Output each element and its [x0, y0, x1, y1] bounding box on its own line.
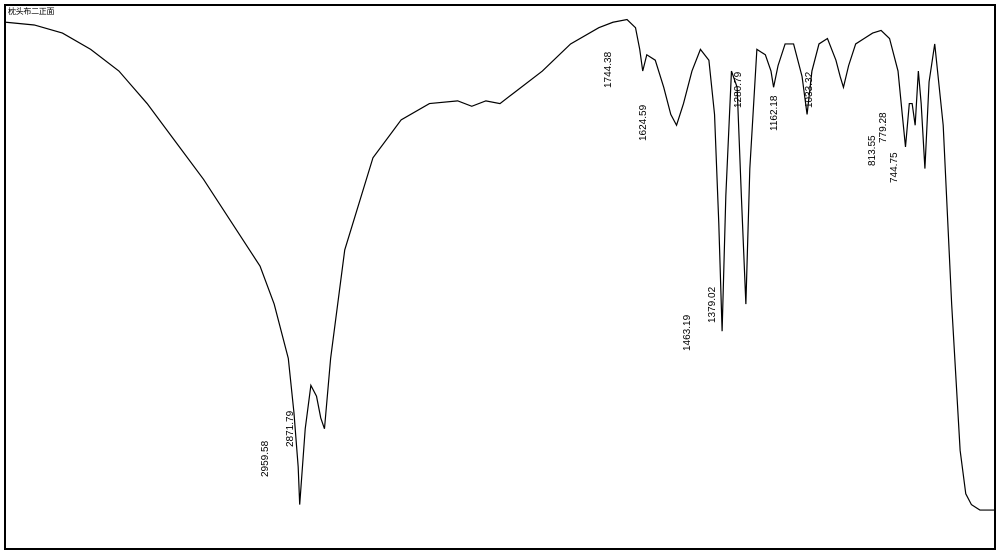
peak-label-1624-59: 1624.59 — [638, 105, 649, 141]
peak-label-779-28: 779.28 — [878, 112, 889, 143]
peak-label-813-55: 813.55 — [867, 135, 878, 166]
peak-label-2959-58: 2959.58 — [260, 441, 271, 477]
peak-label-744-75: 744.75 — [889, 152, 900, 183]
peak-label-1280-79: 1280.79 — [733, 72, 744, 108]
peak-label-1463-19: 1463.19 — [682, 315, 693, 351]
spectrum-line — [6, 20, 994, 511]
peak-label-1379-02: 1379.02 — [707, 287, 718, 323]
spectrum-svg — [0, 0, 1000, 554]
peak-label-1744-38: 1744.38 — [603, 52, 614, 88]
peak-label-1033-32: 1033.32 — [804, 72, 815, 108]
ir-spectrum-chart: 枕头布二正面 2959.582871.791744.381624.591463.… — [0, 0, 1000, 554]
peak-label-1162-18: 1162.18 — [769, 96, 780, 131]
peak-label-2871-79: 2871.79 — [285, 411, 296, 447]
